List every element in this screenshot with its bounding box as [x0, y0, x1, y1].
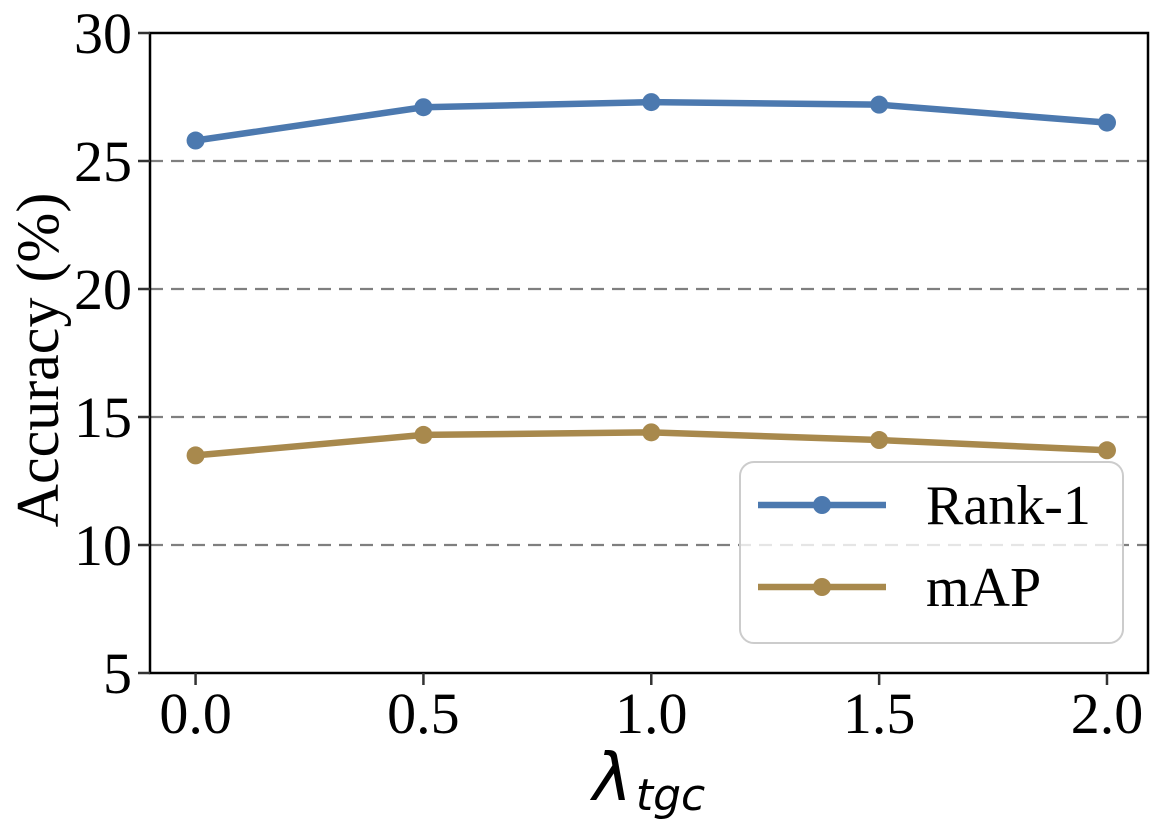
axis-labels: Accuracy (%) λ tgc	[5, 193, 705, 821]
legend: Rank-1 mAP	[739, 461, 1124, 644]
axis-ticks	[138, 31, 1109, 685]
series-marker-rank-1	[1097, 113, 1116, 132]
legend-sample-marker	[813, 578, 831, 596]
series-marker-rank-1	[642, 93, 661, 112]
series-marker-rank-1	[414, 98, 433, 117]
plot-border	[148, 31, 1150, 675]
series-marker-map	[186, 446, 205, 465]
y-axis-label: Accuracy (%)	[5, 193, 71, 528]
tick-labels: 5 10 15 20 25 30 0.0 0.5 1.0 1.5 2.0	[74, 1, 1143, 746]
y-tick-label: 10	[74, 513, 132, 578]
series-marker-rank-1	[870, 95, 889, 114]
y-tick-label: 20	[74, 257, 132, 322]
y-tick-label: 30	[74, 1, 132, 66]
x-axis-label-base: λ	[590, 739, 632, 816]
x-tick-label: 1.5	[843, 681, 916, 746]
plot-border-rect	[148, 31, 1150, 675]
series-marker-map	[1097, 441, 1116, 460]
series-marker-rank-1	[186, 131, 205, 150]
series-marker-map	[642, 423, 661, 442]
y-tick-label: 15	[74, 385, 132, 450]
legend-label: Rank-1	[926, 475, 1091, 537]
x-axis-label: λ tgc	[590, 739, 705, 821]
series-marker-map	[870, 431, 889, 450]
y-tick-label: 5	[103, 641, 132, 706]
x-tick-label: 0.5	[387, 681, 460, 746]
legend-sample-marker	[813, 496, 831, 514]
series-marker-map	[414, 425, 433, 444]
series	[186, 93, 1116, 465]
legend-label: mAP	[926, 557, 1041, 619]
y-tick-label: 25	[74, 129, 132, 194]
x-tick-label: 2.0	[1071, 681, 1144, 746]
x-axis-label-subscript: tgc	[636, 770, 705, 821]
x-tick-label: 0.0	[159, 681, 232, 746]
x-tick-label: 1.0	[615, 681, 688, 746]
